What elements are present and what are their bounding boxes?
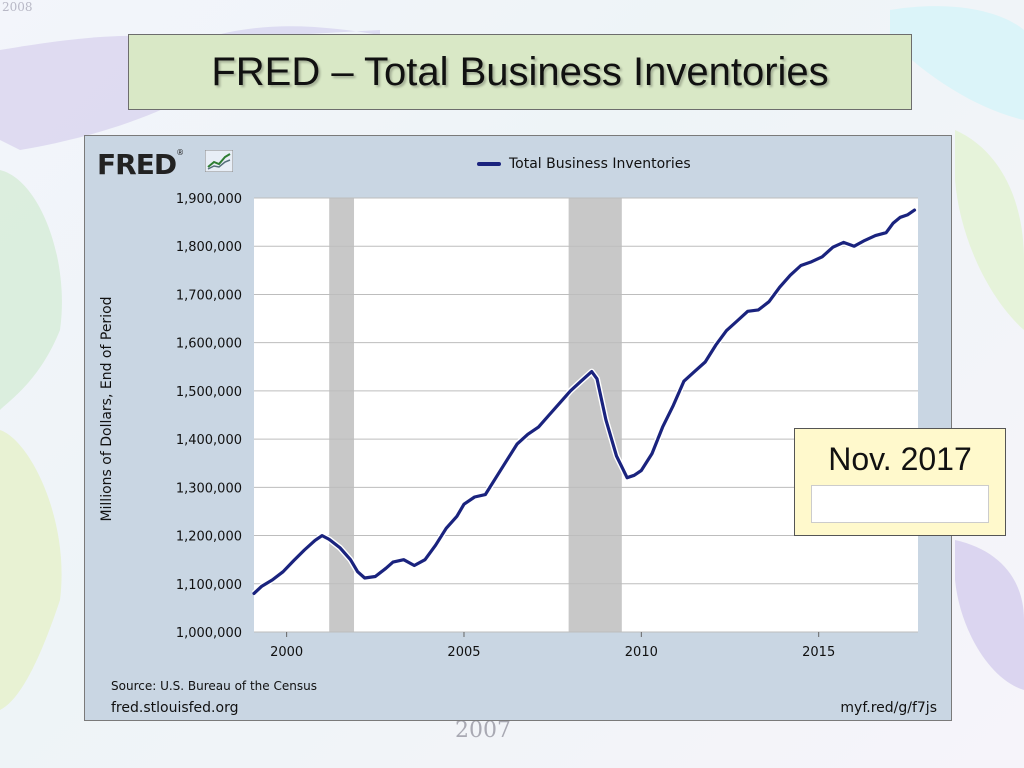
y-tick-label: 1,200,000 — [176, 530, 242, 545]
x-tick-label: 2010 — [625, 645, 658, 660]
callout-value-field[interactable] — [811, 485, 989, 523]
chart-source: Source: U.S. Bureau of the Census — [111, 679, 317, 693]
callout-date: Nov. 2017 — [828, 441, 972, 477]
recession-band-2 — [568, 198, 622, 632]
line-chart: 1,000,000 1,100,000 1,200,000 1,300,000 1,40… — [176, 192, 918, 660]
chart-site-link[interactable]: fred.stlouisfed.org — [111, 700, 239, 716]
y-tick-label: 1,100,000 — [176, 578, 242, 593]
x-tick-label: 2000 — [270, 645, 303, 660]
fred-logo: FRED® — [97, 148, 184, 181]
y-tick-label: 1,700,000 — [176, 288, 242, 303]
bottom-year-label: 2007 — [455, 718, 511, 743]
y-tick-label: 1,900,000 — [176, 192, 242, 207]
y-tick-label: 1,500,000 — [176, 385, 242, 400]
date-callout-box: Nov. 2017 — [794, 428, 1006, 536]
legend-line-swatch — [477, 162, 501, 166]
fred-logo-text: FRED — [97, 148, 177, 181]
x-tick-label: 2005 — [447, 645, 480, 660]
y-tick-label: 1,800,000 — [176, 240, 242, 255]
chart-legend: Total Business Inventories — [477, 156, 691, 172]
slide-title: FRED – Total Business Inventories — [211, 49, 829, 94]
series-line-total-business-inventories — [252, 208, 917, 595]
y-tick-label: 1,000,000 — [176, 626, 242, 641]
legend-label: Total Business Inventories — [509, 156, 691, 172]
y-tick-label: 1,300,000 — [176, 481, 242, 496]
y-tick-label: 1,400,000 — [176, 433, 242, 448]
corner-year-label: 2008 — [2, 0, 33, 14]
chart-logo-icon — [205, 150, 233, 172]
x-tick-label: 2015 — [802, 645, 835, 660]
slide-title-box: FRED – Total Business Inventories — [128, 34, 912, 110]
recession-band-1 — [329, 198, 355, 632]
y-tick-label: 1,600,000 — [176, 337, 242, 352]
chart-short-url[interactable]: myf.red/g/f7js — [840, 700, 937, 716]
